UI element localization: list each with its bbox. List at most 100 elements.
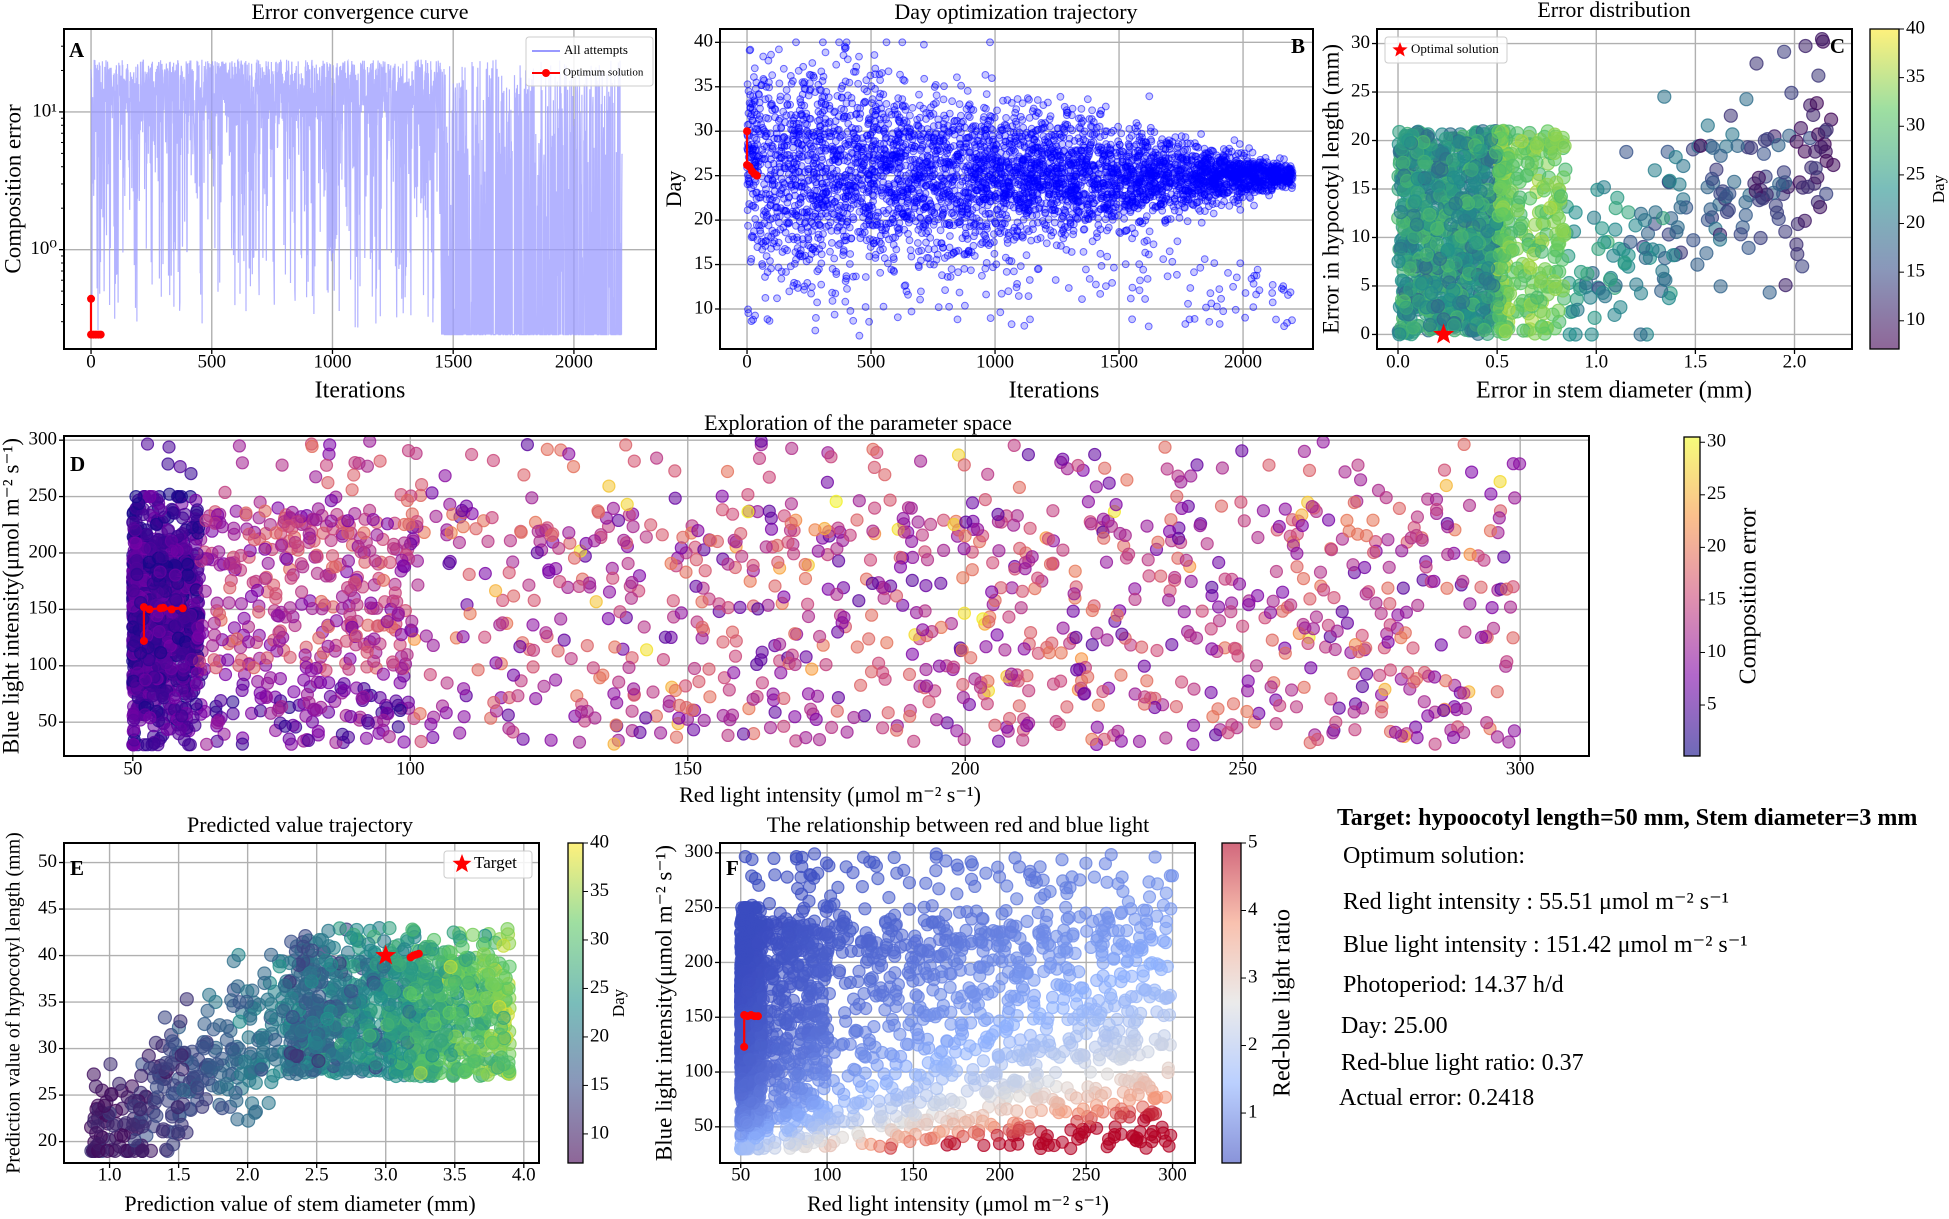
data-point [1143, 275, 1152, 283]
data-point [904, 290, 912, 299]
data-point [1163, 272, 1172, 281]
data-point [1064, 150, 1073, 159]
data-point [1259, 186, 1267, 195]
data-point [1136, 276, 1144, 285]
data-point [954, 268, 962, 277]
data-point [947, 265, 956, 274]
data-point [1071, 164, 1080, 173]
data-point [820, 106, 829, 115]
data-point [1029, 146, 1037, 155]
data-point [1184, 299, 1192, 308]
data-point [877, 154, 886, 163]
data-point [907, 184, 916, 193]
data-point [931, 81, 940, 89]
data-point [1044, 138, 1052, 147]
data-point [1619, 144, 1634, 160]
data-point [918, 172, 926, 181]
data-point [774, 263, 783, 272]
data-point [1079, 191, 1088, 199]
data-point [1158, 135, 1166, 144]
data-point [772, 124, 781, 133]
data-point [765, 317, 774, 325]
data-point [779, 64, 788, 73]
data-point [1248, 148, 1257, 157]
data-point [861, 167, 870, 176]
data-point [891, 199, 900, 208]
data-point [844, 135, 853, 144]
data-point [749, 315, 757, 324]
data-point [906, 246, 915, 255]
data-point [885, 108, 893, 116]
data-point [1012, 105, 1021, 113]
data-point [941, 286, 949, 295]
data-point [832, 179, 841, 187]
data-point [775, 79, 784, 88]
data-point [842, 220, 851, 229]
data-point [1061, 230, 1069, 239]
data-point [1268, 281, 1277, 289]
data-point [1263, 167, 1272, 176]
data-point [945, 302, 953, 311]
data-point [963, 133, 971, 142]
data-point [871, 211, 880, 220]
data-point [1109, 169, 1117, 177]
data-point [1738, 195, 1753, 210]
data-point [872, 221, 881, 230]
data-point [893, 223, 902, 232]
data-point [782, 268, 790, 276]
data-point [1077, 105, 1086, 113]
data-point [1024, 200, 1033, 209]
data-point [1789, 237, 1804, 252]
data-point [1000, 228, 1009, 236]
data-point [1126, 187, 1135, 196]
data-point [868, 107, 877, 116]
data-point [1776, 44, 1792, 59]
data-point [1078, 295, 1086, 304]
data-point [855, 331, 864, 340]
data-point [1197, 218, 1206, 227]
data-point [902, 118, 911, 127]
data-point [830, 144, 839, 153]
data-point [766, 257, 774, 265]
data-point [1175, 207, 1183, 216]
data-point [844, 166, 853, 175]
data-point [996, 163, 1005, 172]
data-point [1105, 181, 1114, 190]
data-point [871, 140, 880, 149]
data-point [908, 155, 917, 164]
data-point [982, 290, 990, 299]
data-point [982, 104, 990, 113]
data-point [768, 106, 777, 114]
data-point [828, 156, 837, 165]
data-point [1035, 204, 1043, 213]
y-tick-label: 25 [694, 164, 713, 185]
data-point [815, 195, 824, 204]
data-point [963, 87, 972, 95]
data-point [818, 93, 827, 102]
x-tick-label: 500 [198, 351, 227, 372]
data-point [971, 173, 979, 182]
data-point [976, 131, 984, 140]
data-point [967, 248, 976, 257]
data-point [889, 240, 898, 249]
data-point [1145, 167, 1153, 176]
data-point [1210, 259, 1219, 268]
data-point [1052, 182, 1061, 191]
y-tick-label: 40 [694, 31, 713, 52]
data-point [1225, 202, 1234, 210]
data-point [964, 161, 972, 170]
data-point [1033, 108, 1041, 116]
data-point [871, 64, 880, 73]
data-point [970, 232, 978, 241]
data-point [780, 132, 788, 141]
data-point [1004, 287, 1013, 296]
data-point [946, 232, 954, 240]
data-point [808, 59, 817, 67]
data-point [862, 155, 870, 164]
data-point [783, 246, 791, 255]
data-point [1076, 181, 1085, 190]
data-point [882, 133, 891, 142]
data-point [777, 186, 786, 195]
data-point [761, 294, 770, 302]
data-point [1115, 228, 1124, 236]
